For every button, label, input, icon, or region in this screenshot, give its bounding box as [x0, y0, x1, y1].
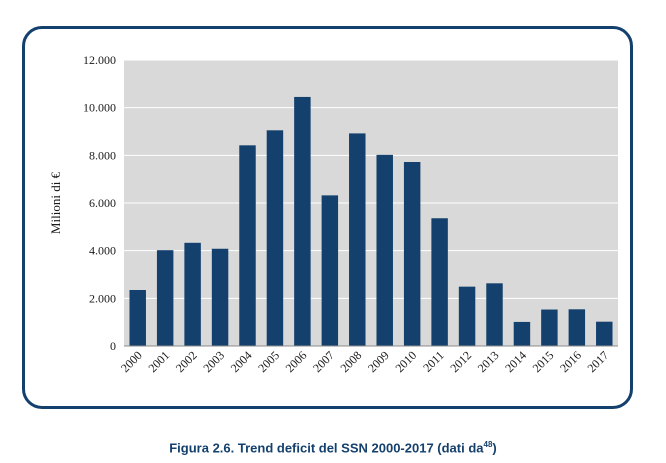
bar-2006: [294, 96, 311, 346]
x-tick-label: 2007: [310, 348, 337, 375]
bar-2002: [184, 242, 201, 346]
x-tick-label: 2011: [420, 348, 447, 375]
bars: [129, 96, 613, 346]
bar-2008: [349, 133, 366, 346]
x-tick-label: 2014: [502, 348, 529, 375]
bar-2017: [596, 321, 613, 346]
bar-2014: [513, 321, 531, 346]
x-tick-label: 2013: [475, 348, 502, 375]
x-tick-label: 2005: [255, 348, 282, 375]
bar-2010: [403, 162, 421, 346]
bar-2015: [541, 309, 558, 346]
x-tick-label: 2012: [447, 348, 474, 375]
bar-2016: [568, 309, 586, 346]
bar-2004: [239, 145, 256, 346]
x-axis-ticks: 2000 2001 2002 2003 2004 2005 2006 2007 2008 2009…: [118, 348, 611, 375]
bar-2005: [266, 130, 284, 346]
bar-2009: [376, 154, 393, 346]
bar-2003: [211, 248, 229, 346]
x-tick-label: 2003: [200, 348, 227, 375]
y-axis-ticks: 0 2.000 4.000 6.000 8.000 10.000 12.000: [83, 53, 116, 353]
caption-reference: 48: [483, 440, 493, 449]
bar-2011: [431, 218, 448, 346]
x-tick-label: 2002: [173, 348, 200, 375]
x-tick-label: 2001: [145, 348, 172, 375]
bar-2012: [458, 286, 476, 346]
y-tick-label: 4.000: [89, 244, 116, 258]
y-tick-label: 12.000: [83, 53, 116, 67]
y-tick-label: 10.000: [83, 101, 116, 115]
bar-2001: [156, 250, 174, 346]
caption-text: Figura 2.6. Trend deficit del SSN 2000-2…: [169, 440, 484, 456]
x-tick-label: 2015: [530, 348, 557, 375]
x-tick-label: 2009: [365, 348, 392, 375]
y-tick-label: 0: [110, 339, 116, 353]
x-tick-label: 2016: [557, 348, 584, 375]
x-tick-label: 2004: [228, 348, 255, 375]
x-tick-label: 2017: [585, 348, 612, 375]
bar-2007: [321, 195, 339, 346]
y-tick-label: 8.000: [89, 148, 116, 162]
y-tick-label: 6.000: [89, 196, 116, 210]
bar-2000: [129, 289, 146, 346]
x-tick-label: 2008: [338, 348, 365, 375]
y-tick-label: 2.000: [89, 291, 116, 305]
bar-2013: [486, 283, 503, 346]
y-axis-label: Milioni di €: [48, 171, 63, 234]
figure-caption: Figura 2.6. Trend deficit del SSN 2000-2…: [0, 440, 666, 455]
x-tick-label: 2010: [392, 348, 419, 375]
caption-close: ): [492, 440, 497, 456]
x-tick-label: 2000: [118, 348, 145, 375]
x-tick-label: 2006: [283, 348, 310, 375]
gridlines: [124, 59, 618, 299]
